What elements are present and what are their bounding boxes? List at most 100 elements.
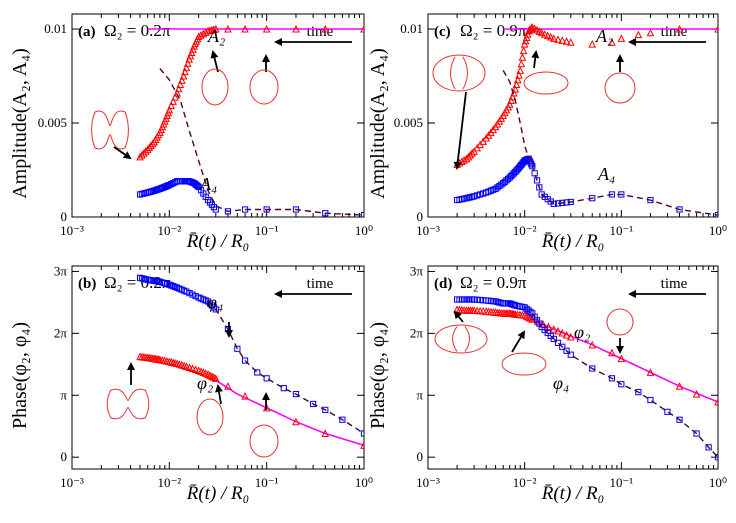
y-tick-label: 2π	[54, 325, 68, 340]
data-point-triangle	[554, 35, 562, 43]
data-point-triangle	[646, 368, 655, 376]
data-point-square	[310, 400, 317, 408]
x-axis-label: R̄(t) / R₀	[541, 483, 605, 504]
x-tick-label: 10⁻³	[416, 475, 440, 490]
data-point-triangle	[165, 105, 174, 114]
data-point-triangle	[505, 100, 514, 108]
y-tick-label: 0	[417, 449, 424, 464]
data-point-triangle	[692, 389, 701, 398]
series-label: φ₂	[574, 322, 590, 342]
data-point-square	[705, 444, 712, 451]
data-point-square	[528, 161, 535, 168]
y-tick-label: 3π	[54, 263, 68, 278]
y-axis-label: Phase(φ₂, φ₄)	[367, 322, 389, 429]
data-point-square	[567, 351, 574, 358]
series-label: A₂	[207, 26, 225, 46]
x-tick-label: 10⁻³	[60, 223, 84, 238]
data-point-triangle	[138, 150, 146, 159]
droplet-shape	[249, 69, 279, 105]
data-point-triangle	[241, 391, 249, 400]
data-point-triangle	[562, 330, 571, 339]
data-point-square	[322, 406, 329, 413]
series-group	[136, 24, 364, 217]
data-point-triangle	[224, 382, 232, 390]
droplet-shape	[91, 110, 129, 150]
data-point-square	[635, 389, 642, 396]
data-point-triangle	[171, 93, 179, 101]
data-point-triangle	[540, 30, 549, 38]
data-point-triangle	[588, 39, 597, 48]
data-point-square	[469, 296, 476, 303]
data-point-triangle	[208, 372, 216, 380]
data-point-triangle	[566, 38, 575, 46]
time-label: time	[661, 24, 688, 40]
x-tick-label: 10⁻³	[416, 223, 440, 238]
data-point-square	[212, 206, 219, 213]
data-point-square	[527, 308, 534, 315]
plot-frame	[71, 13, 365, 218]
data-point-triangle	[546, 32, 555, 41]
data-point-triangle	[321, 24, 330, 33]
plot-frame	[71, 265, 365, 470]
data-point-triangle	[181, 67, 189, 76]
pointer-arrow	[511, 330, 526, 353]
data-point-square	[533, 177, 541, 184]
plot-frame	[427, 13, 719, 218]
series-label: A₄	[597, 164, 615, 184]
y-tick-label: 0	[417, 209, 424, 224]
droplet-shape	[432, 54, 486, 92]
data-point-triangle	[522, 312, 531, 320]
x-tick-label: 10⁻¹	[255, 475, 279, 490]
data-point-triangle	[537, 28, 546, 37]
data-point-square	[559, 343, 566, 350]
time-label: time	[307, 24, 334, 40]
data-point-triangle	[566, 332, 575, 341]
data-point-triangle	[464, 152, 473, 161]
data-point-square	[676, 416, 683, 423]
series-line	[207, 301, 364, 435]
data-point-triangle	[520, 311, 529, 319]
data-point-square	[234, 345, 241, 352]
series-group	[136, 274, 364, 449]
series-line	[215, 379, 364, 447]
data-point-square	[550, 200, 557, 207]
data-point-triangle	[468, 148, 477, 157]
panel-d: 10⁻³ 10⁻² 10⁻¹ 10⁰ 0 π 2π 3π Phase(φ₂, φ₄) R̄(t) …	[367, 263, 727, 504]
droplet-shape	[434, 324, 488, 354]
x-tick-label: 10⁻¹	[609, 223, 633, 238]
omega-label: Ω₂ = 0.2π	[104, 21, 171, 40]
x-tick-label: 10⁻³	[60, 475, 84, 490]
pointer-arrow	[453, 91, 467, 170]
series-group	[453, 296, 718, 461]
data-point-square	[563, 347, 570, 354]
data-point-triangle	[360, 24, 364, 33]
series-label: A₄	[199, 174, 217, 194]
data-point-triangle	[544, 322, 553, 331]
data-point-square	[467, 296, 474, 303]
data-point-triangle	[179, 71, 188, 80]
data-point-square	[618, 381, 625, 388]
data-point-triangle	[524, 313, 533, 321]
data-point-triangle	[558, 36, 567, 44]
droplet-shape	[462, 56, 468, 90]
data-point-triangle	[516, 66, 525, 74]
panel-b: 10⁻³ 10⁻² 10⁻¹ 10⁰ 0 π 2π 3π Phase(φ₂, φ₄) R̄(t) …	[9, 263, 373, 504]
y-tick-label: 0.005	[394, 115, 423, 130]
panel-label: (d)	[434, 276, 452, 292]
data-point-triangle	[182, 63, 191, 72]
data-point-triangle	[292, 417, 300, 426]
data-point-triangle	[511, 85, 520, 93]
y-tick-label: 0	[61, 209, 68, 224]
data-point-square	[172, 283, 179, 291]
series-label: φ₄	[207, 292, 223, 312]
data-point-square	[647, 396, 654, 404]
x-tick-label: 10⁰	[355, 223, 373, 238]
panel-label: (c)	[434, 24, 451, 40]
data-point-triangle	[148, 139, 157, 148]
x-axis-label: R̄(t) / R₀	[541, 231, 605, 252]
data-point-square	[280, 385, 287, 392]
data-point-square	[536, 184, 543, 191]
series-label: φ₂	[197, 373, 213, 393]
panel-label: (a)	[78, 24, 96, 40]
